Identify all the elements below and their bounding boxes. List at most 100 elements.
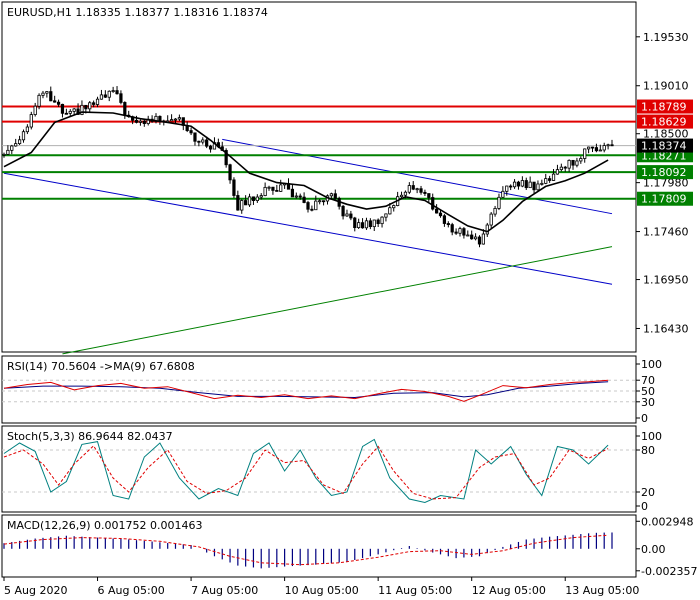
bull-candle <box>138 120 143 123</box>
bull-candle <box>567 159 571 169</box>
bull-candle <box>6 149 10 155</box>
time-tick-label: 10 Aug 05:00 <box>285 584 359 597</box>
trend-line <box>3 172 613 285</box>
bear-candle <box>411 185 415 190</box>
bull-candle <box>380 216 384 225</box>
axis-tick-label: 0 <box>641 412 648 425</box>
bull-candle <box>505 185 509 192</box>
bull-candle <box>314 200 318 211</box>
bull-candle <box>255 196 259 202</box>
bear-candle <box>368 220 372 228</box>
bull-candle <box>493 208 497 215</box>
level-label: 1.18789 <box>641 101 687 114</box>
bear-candle <box>438 212 443 217</box>
bear-candle <box>446 223 450 226</box>
bull-candle <box>473 236 478 240</box>
price-labels: 1.187891.186291.182711.180921.178091.183… <box>637 99 693 206</box>
bull-candle <box>294 195 298 198</box>
level-label-box <box>637 165 693 180</box>
price-tick-label: 1.17980 <box>643 177 689 190</box>
bear-candle <box>454 231 458 234</box>
bull-candle <box>88 102 92 110</box>
bear-candle <box>532 181 536 191</box>
time-tick-label: 6 Aug 05:00 <box>98 584 165 597</box>
bull-candle <box>80 104 84 115</box>
bull-candle <box>520 180 524 187</box>
bear-candle <box>208 145 213 150</box>
trend-lines <box>3 138 613 355</box>
bear-candle <box>158 115 162 122</box>
bull-candle <box>111 90 115 92</box>
bear-candle <box>275 189 279 192</box>
bear-candle <box>310 208 314 211</box>
bull-candle <box>466 234 470 237</box>
time-tick-label: 11 Aug 05:00 <box>378 584 452 597</box>
price-panel[interactable]: 1.19530 1.19010 1.18500 1.17980 1.17460 1.169… <box>1 1 693 355</box>
bear-candle <box>423 191 427 194</box>
trend-line <box>62 246 613 355</box>
bull-candle <box>247 196 252 206</box>
bull-candle <box>267 186 271 189</box>
bear-candle <box>123 102 127 116</box>
bear-candle <box>590 146 595 149</box>
level-label-box <box>637 99 693 114</box>
bull-candle <box>372 219 376 228</box>
price-tick-label: 1.16430 <box>643 322 689 335</box>
bear-candle <box>232 179 236 196</box>
bull-candle <box>169 119 174 122</box>
bear-candle <box>349 213 353 219</box>
level-label: 1.17809 <box>641 193 687 206</box>
bull-candle <box>279 184 283 192</box>
bull-candle <box>458 228 462 234</box>
bull-candle <box>259 195 263 198</box>
price-tick-label: 1.18500 <box>643 128 689 141</box>
bull-candle <box>403 191 408 196</box>
bear-candle <box>435 208 439 214</box>
bear-candle <box>197 140 201 143</box>
axis-tick-label: 100 <box>641 358 662 371</box>
axis-tick-label: -0.002357 <box>641 565 697 578</box>
bull-candle <box>37 94 41 107</box>
bull-candle <box>407 185 411 193</box>
bull-candle <box>555 169 560 175</box>
price-panel-frame <box>1 1 637 353</box>
stochastic-main-line <box>3 438 609 504</box>
time-tick-label: 12 Aug 05:00 <box>472 584 546 597</box>
macd-title: MACD(12,26,9) 0.001752 0.001463 <box>7 519 203 532</box>
bull-candle <box>485 224 489 235</box>
stochastic-signal-line <box>3 445 609 500</box>
bull-candle <box>364 220 369 229</box>
bull-candle <box>551 173 556 181</box>
stochastic-panel-frame <box>1 425 637 513</box>
macd-panel-frame <box>1 514 637 578</box>
bear-candle <box>60 103 65 114</box>
bear-candle <box>419 188 423 193</box>
bear-candle <box>193 132 197 142</box>
price-tick-label: 1.17460 <box>643 226 689 239</box>
bear-candle <box>341 205 345 217</box>
bull-candle <box>357 222 361 229</box>
bull-candle <box>68 110 72 114</box>
axis-tick-label: 70 <box>641 374 655 387</box>
bull-candle <box>345 213 349 217</box>
bull-candle <box>512 181 517 188</box>
level-label-box <box>637 191 693 206</box>
bull-candle <box>501 190 505 198</box>
bull-candle <box>388 207 392 215</box>
bear-candle <box>333 193 337 199</box>
macd-axis: 0.002948 0.00 -0.002357 <box>636 515 697 578</box>
axis-tick-label: 100 <box>641 430 662 443</box>
bull-candle <box>544 178 548 184</box>
bull-candle <box>99 94 104 100</box>
axis-tick-label: 0.00 <box>641 543 666 556</box>
bear-candle <box>360 222 365 229</box>
bull-candle <box>33 105 37 115</box>
bear-candle <box>92 102 96 105</box>
macd-panel[interactable]: 0.002948 0.00 -0.002357 MACD(12,26,9) 0.00… <box>1 514 697 578</box>
bear-candle <box>205 139 209 147</box>
bull-candle <box>72 108 76 112</box>
axis-tick-label: 30 <box>641 396 655 409</box>
